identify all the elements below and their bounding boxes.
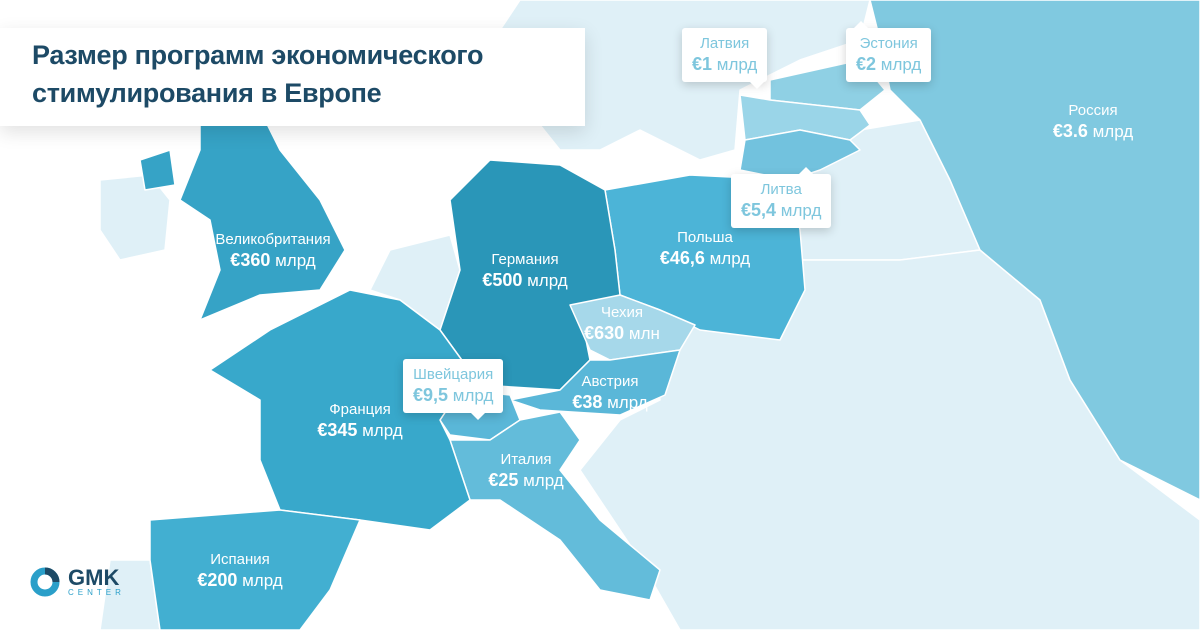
portugal	[99, 559, 161, 630]
label-czech: Чехия €630 млн	[584, 304, 660, 343]
label-italy: Италия €25 млрд	[488, 451, 564, 490]
region-czech	[569, 294, 696, 361]
region-uk-ni	[139, 149, 176, 191]
label-spain: Испания €200 млрд	[197, 551, 283, 590]
title-card: Размер программ экономического стимулиров…	[0, 28, 585, 126]
region-italy	[449, 411, 661, 601]
region-spain	[149, 509, 361, 630]
callout-lithuania: Литва €5,4 млрд	[731, 167, 832, 228]
label-uk: Великобритания €360 млрд	[215, 231, 331, 270]
region-lithuania	[739, 129, 861, 181]
logo-ring-icon	[30, 567, 60, 597]
label-poland: Польша €46,6 млрд	[659, 229, 751, 268]
label-france: Франция €345 млрд	[317, 401, 403, 440]
label-germany: Германия €500 млрд	[482, 251, 568, 290]
label-russia: Россия €3.6 млрд	[1052, 102, 1134, 141]
label-austria: Австрия €38 млрд	[572, 373, 648, 412]
callout-switzerland: Швейцария €9,5 млрд	[403, 359, 504, 420]
gmk-center-logo: GMK CENTER	[30, 567, 125, 597]
other-countries	[99, 0, 1200, 630]
region-france	[209, 289, 481, 531]
east-europe	[579, 249, 1200, 630]
callout-estonia: Эстония €2 млрд	[846, 21, 932, 82]
region-austria	[509, 349, 681, 416]
page-title: Размер программ экономического стимулиров…	[32, 40, 484, 108]
callout-latvia: Латвия €1 млрд	[682, 28, 768, 89]
region-uk	[179, 89, 346, 321]
